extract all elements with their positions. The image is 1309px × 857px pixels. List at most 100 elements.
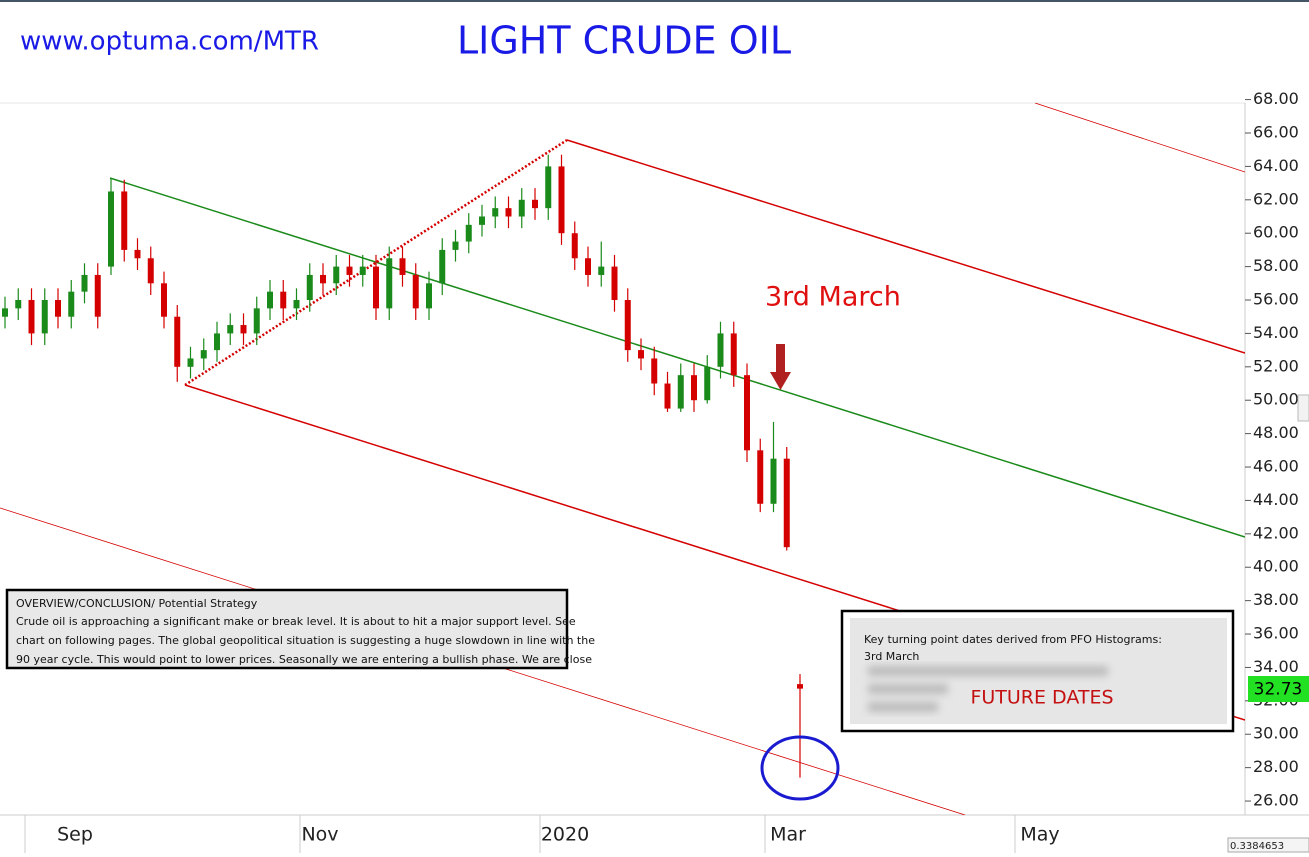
candle-body xyxy=(320,274,326,284)
turning-line: 3rd March xyxy=(864,650,919,663)
y-tick-label: 46.00 xyxy=(1253,457,1299,476)
candle-body xyxy=(677,375,684,409)
candle-body xyxy=(426,283,432,309)
candle-body xyxy=(41,300,48,334)
y-tick-label: 66.00 xyxy=(1253,123,1299,142)
candle-body xyxy=(545,166,552,209)
candle-body xyxy=(744,375,750,451)
candle-body xyxy=(532,199,538,209)
y-tick-label: 50.00 xyxy=(1253,390,1299,409)
candle-body xyxy=(505,208,512,217)
y-tick-label: 28.00 xyxy=(1253,757,1299,776)
candle-body xyxy=(121,191,128,250)
y-tick-label: 56.00 xyxy=(1253,290,1299,309)
y-tick-label: 34.00 xyxy=(1253,657,1299,676)
candle-body xyxy=(452,241,459,250)
overview-line: Crude oil is approaching a significant m… xyxy=(16,615,576,628)
readout-box xyxy=(1227,837,1309,853)
blurred-dates xyxy=(868,666,1108,712)
site-url: www.optuma.com/MTR xyxy=(20,27,319,57)
overview-line: OVERVIEW/CONCLUSION/ Potential Strategy xyxy=(16,597,258,610)
candle-body xyxy=(757,450,764,504)
candle-body xyxy=(783,458,790,548)
candle-body xyxy=(770,458,777,504)
candle-body xyxy=(333,266,340,284)
overview-box: OVERVIEW/CONCLUSION/ Potential Strategy … xyxy=(5,588,595,670)
candle-body xyxy=(55,300,61,317)
y-tick-label: 42.00 xyxy=(1253,523,1299,542)
candle-body xyxy=(624,300,631,351)
candle-body xyxy=(651,358,658,384)
candle-body xyxy=(134,249,141,259)
box xyxy=(5,588,569,670)
candle-body xyxy=(373,266,379,309)
y-tick-label: 64.00 xyxy=(1253,156,1299,175)
top-border xyxy=(0,0,1309,2)
x-tick-label: May xyxy=(1020,824,1059,846)
candle-body xyxy=(518,199,525,217)
y-tick-label: 38.00 xyxy=(1253,590,1299,609)
arrow xyxy=(770,344,791,390)
x-axis: Sep Nov 2020 Mar May xyxy=(24,815,1060,853)
candle-body xyxy=(94,274,101,317)
highlight-circle xyxy=(760,735,840,801)
candle-body xyxy=(267,291,273,309)
median-line xyxy=(109,177,1245,538)
y-tick-label: 58.00 xyxy=(1253,256,1299,275)
x-tick-label: Mar xyxy=(770,824,806,846)
annotation: 3rd March xyxy=(765,282,901,313)
candle-body xyxy=(293,300,300,309)
candle-body xyxy=(598,266,605,275)
candle-body xyxy=(638,350,644,359)
candle-body xyxy=(611,266,618,301)
overview-line: chart on following pages. The global geo… xyxy=(16,634,595,647)
turning-box: Key turning point dates derived from PFO… xyxy=(840,609,1235,733)
candle-body xyxy=(412,274,419,309)
overview-line: 90 year cycle. This would point to lower… xyxy=(16,653,592,666)
candle-body xyxy=(664,383,671,409)
future-dates: FUTURE DATES xyxy=(970,687,1113,709)
candle-body xyxy=(492,208,499,217)
candle-body xyxy=(280,291,287,309)
y-tick-label: 44.00 xyxy=(1253,490,1299,509)
y-tick-label: 40.00 xyxy=(1253,557,1299,576)
y-tick-label: 36.00 xyxy=(1253,624,1299,643)
y-tick-label: 62.00 xyxy=(1253,189,1299,208)
candle-body xyxy=(68,291,75,317)
candle-body xyxy=(346,266,353,275)
candle-body xyxy=(465,224,472,242)
candle-body xyxy=(571,233,578,259)
last-price: 32.73 xyxy=(1254,680,1303,700)
outer-upper-line xyxy=(1034,103,1245,173)
candle-body xyxy=(399,258,406,275)
candle-body xyxy=(200,350,207,359)
candle-body xyxy=(797,684,803,689)
candle-body xyxy=(359,266,366,275)
candles xyxy=(2,154,803,778)
candle-body xyxy=(81,274,88,292)
candle-body xyxy=(730,333,737,376)
turning-line: Key turning point dates derived from PFO… xyxy=(864,633,1162,646)
candle-body xyxy=(15,300,22,309)
candle-body xyxy=(691,375,697,401)
chart-title: LIGHT CRUDE OIL xyxy=(457,19,791,63)
x-tick-label: Nov xyxy=(301,824,338,846)
upper-line xyxy=(566,139,1245,354)
y-tick-label: 54.00 xyxy=(1253,323,1299,342)
candle-body xyxy=(585,258,591,275)
scale-readout: 0.3384653 xyxy=(1230,841,1284,852)
candle-body xyxy=(214,333,220,351)
candle-body xyxy=(187,358,194,367)
y-tick-label: 26.00 xyxy=(1253,791,1299,810)
last-price-tag xyxy=(1248,676,1309,702)
candle-body xyxy=(479,216,485,225)
y-tick-label: 68.00 xyxy=(1253,89,1299,108)
y-tick-label: 52.00 xyxy=(1253,356,1299,375)
candle-body xyxy=(439,249,446,284)
y-tick-label: 60.00 xyxy=(1253,223,1299,242)
candle-body xyxy=(227,325,234,334)
y-tick-label: 30.00 xyxy=(1253,724,1299,743)
scroll-button[interactable] xyxy=(1297,394,1309,422)
candle-body xyxy=(2,308,8,317)
